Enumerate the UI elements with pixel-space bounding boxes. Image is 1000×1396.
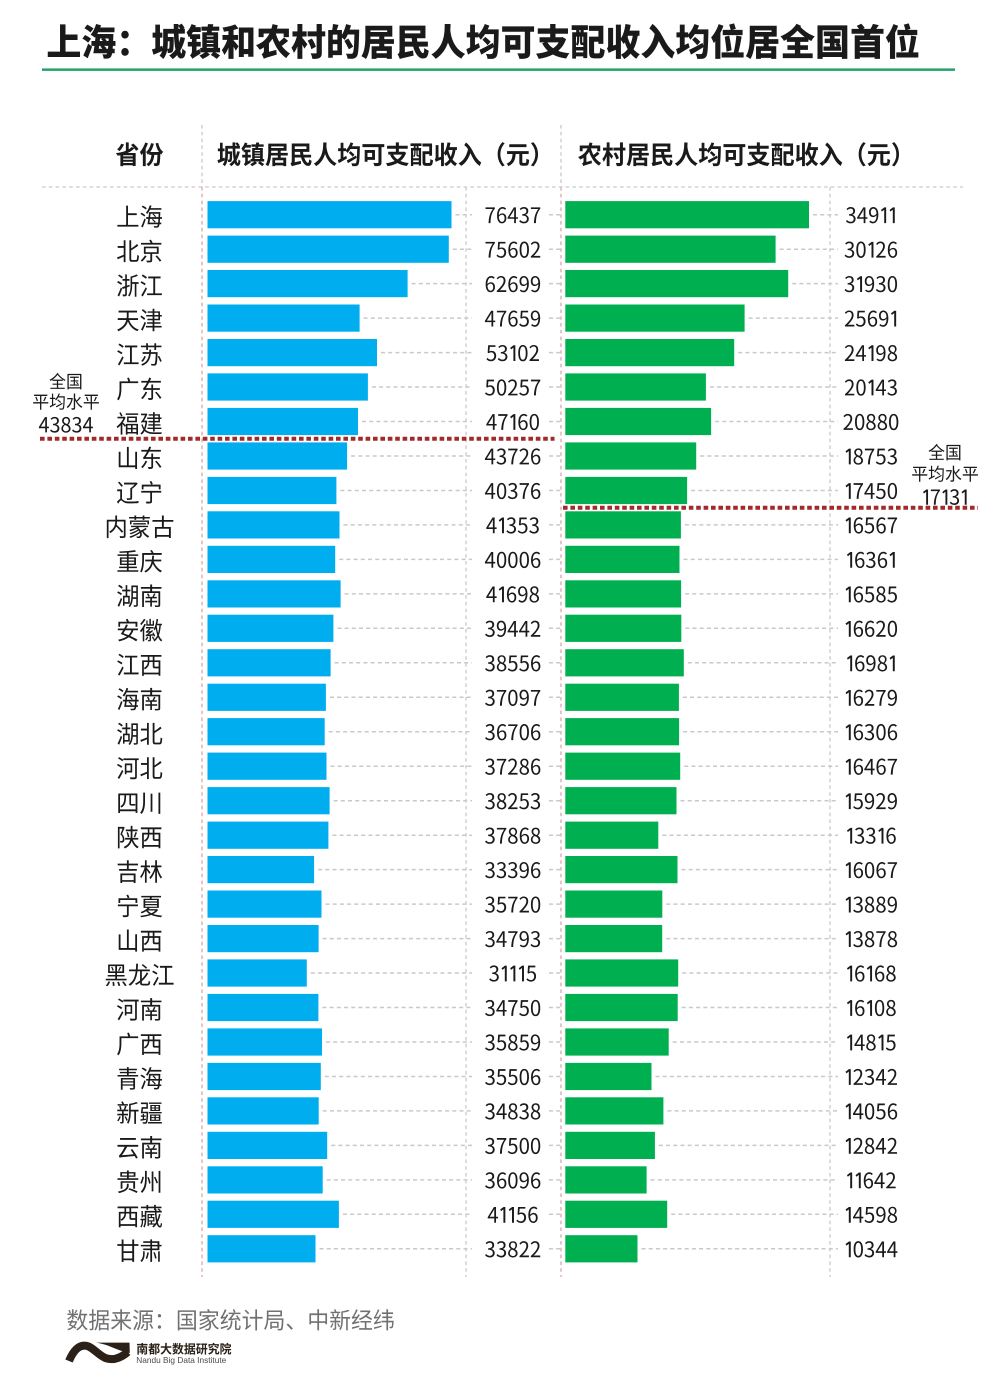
svg-text:Nandu Big Data Institute: Nandu Big Data Institute	[136, 1355, 226, 1365]
